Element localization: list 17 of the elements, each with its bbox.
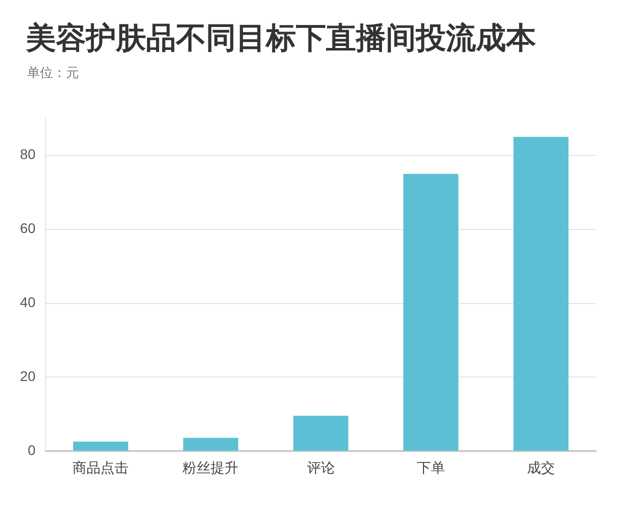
y-tick-label: 80 bbox=[20, 146, 36, 162]
y-tick-label: 40 bbox=[20, 294, 36, 310]
bar bbox=[403, 174, 458, 451]
x-tick-label: 评论 bbox=[306, 459, 335, 476]
chart-subtitle: 单位：元 bbox=[27, 65, 79, 82]
x-tick-label: 下单 bbox=[416, 459, 445, 476]
bar bbox=[183, 438, 238, 451]
y-tick-label: 60 bbox=[20, 220, 36, 236]
x-tick-label: 粉丝提升 bbox=[182, 459, 239, 476]
bar bbox=[293, 416, 348, 451]
bar bbox=[513, 136, 568, 451]
y-tick-label: 0 bbox=[28, 442, 36, 458]
x-tick-label: 商品点击 bbox=[72, 459, 129, 476]
chart-title: 美容护肤品不同目标下直播间投流成本 bbox=[26, 20, 536, 58]
bar bbox=[73, 442, 128, 451]
x-tick-label: 成交 bbox=[526, 459, 555, 476]
y-tick-label: 20 bbox=[20, 368, 36, 384]
